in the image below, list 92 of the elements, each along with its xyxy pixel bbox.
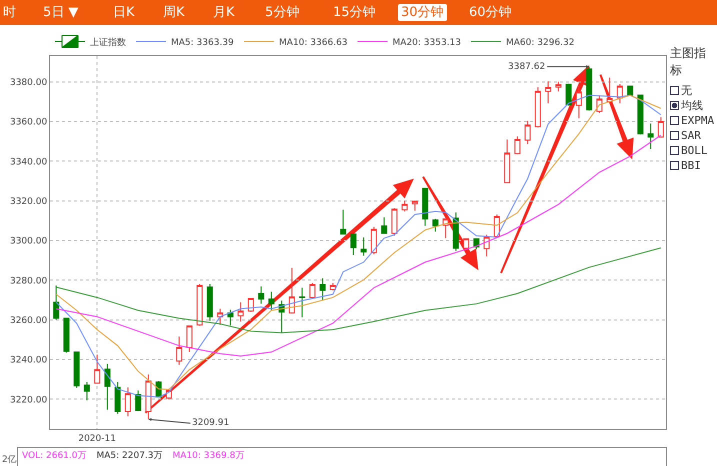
- candlestick: [53, 285, 60, 320]
- candlestick: [648, 122, 654, 150]
- candlestick: [145, 374, 152, 420]
- candlestick: [432, 218, 438, 232]
- candlestick: [206, 283, 213, 322]
- annotation: 3209.91: [192, 418, 230, 428]
- candlestick: [370, 226, 377, 255]
- line-series: [56, 247, 662, 334]
- candlestick: [566, 83, 572, 106]
- candlestick: [196, 283, 203, 326]
- candlestick: [135, 390, 142, 412]
- y-tick-label: 3300.00: [10, 236, 48, 247]
- text: MA10: 3369.8万: [172, 451, 244, 461]
- legend-label: MA5: 3363.39: [171, 38, 234, 48]
- candlestick: [463, 238, 470, 249]
- candlestick: [524, 120, 531, 145]
- candlestick: [330, 282, 336, 291]
- line-series: [56, 134, 662, 356]
- text: 2亿: [2, 454, 17, 466]
- text: SAR: [681, 129, 701, 142]
- candlestick: [545, 80, 552, 104]
- candlestick: [340, 209, 346, 234]
- legend-label: 上证指数: [90, 37, 126, 48]
- candlestick: [350, 233, 356, 256]
- candlestick: [596, 94, 602, 114]
- candlestick: [74, 351, 80, 388]
- text: BBI: [681, 159, 701, 172]
- candlestick: [616, 83, 623, 104]
- candlestick: [534, 86, 541, 128]
- text: 5分钟: [264, 4, 300, 21]
- y-tick-label: 3240.00: [10, 356, 48, 366]
- text: 日K: [112, 4, 136, 21]
- legend-label: MA60: 3296.32: [506, 38, 574, 48]
- candlestick: [555, 81, 562, 92]
- candlestick: [309, 282, 316, 299]
- candlestick: [422, 187, 428, 226]
- text: 15分钟: [332, 4, 377, 21]
- candlestick: [124, 386, 131, 417]
- candlestick: [84, 381, 90, 401]
- y-tick-label: 3340.00: [10, 157, 48, 168]
- text: 主图指标: [670, 45, 707, 79]
- x-tick-label: 2020-11: [78, 434, 116, 444]
- candlestick: [176, 336, 182, 366]
- text: 均线: [681, 98, 703, 113]
- candlestick: [268, 291, 274, 311]
- candlestick: [248, 298, 254, 312]
- candlestick: [452, 212, 459, 252]
- candlestick: [360, 236, 367, 256]
- candlestick: [299, 287, 306, 318]
- y-tick-label: 3220.00: [10, 395, 48, 406]
- text: 5日 ▼: [42, 4, 80, 21]
- candlestick: [606, 77, 613, 104]
- text: BOLL: [681, 144, 708, 157]
- y-tick-label: 3320.00: [10, 196, 48, 207]
- text: 时: [2, 4, 17, 21]
- annotation: 3387.62: [508, 62, 546, 72]
- text: 周K: [162, 4, 186, 21]
- candlestick: [637, 94, 644, 135]
- candlestick: [227, 309, 234, 326]
- candlestick: [627, 85, 634, 96]
- text: MA5: 2207.3万: [96, 451, 163, 461]
- candlestick: [186, 324, 192, 353]
- candlestick: [402, 200, 408, 212]
- candlestick: [514, 136, 520, 155]
- text: EXPMA: [681, 114, 714, 127]
- candlestick: [63, 317, 70, 354]
- candlestick: [258, 286, 264, 304]
- text: 30分钟: [398, 4, 447, 21]
- candlestick: [658, 116, 664, 138]
- text: VOL: 2661.0万: [22, 451, 86, 461]
- candlestick: [320, 278, 326, 302]
- candlestick: [94, 354, 100, 384]
- legend-label: MA20: 3353.13: [392, 38, 461, 48]
- candlestick: [114, 381, 121, 414]
- y-tick-label: 3260.00: [10, 316, 48, 326]
- y-tick-label: 3380.00: [10, 78, 48, 88]
- text: 无: [681, 83, 692, 98]
- candlestick: [504, 139, 510, 184]
- candlestick: [288, 267, 295, 314]
- candlestick: [391, 208, 398, 236]
- candlestick: [412, 200, 418, 212]
- candlestick: [217, 308, 224, 326]
- candlestick: [381, 216, 388, 234]
- text: 月K: [212, 4, 236, 21]
- candlestick: [104, 363, 110, 410]
- text: 60分钟: [468, 4, 513, 21]
- candlestick: [576, 85, 582, 119]
- legend-label: MA10: 3366.63: [279, 38, 348, 48]
- y-tick-label: 3280.00: [10, 276, 48, 286]
- candlestick: [484, 234, 490, 257]
- y-tick-label: 3360.00: [10, 118, 48, 128]
- candlestick: [238, 302, 244, 322]
